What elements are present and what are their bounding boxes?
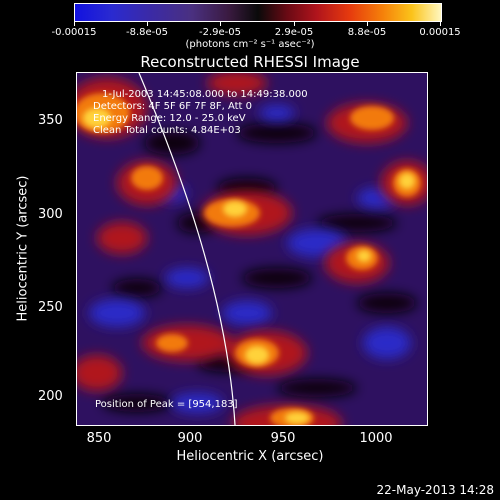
colorbar-tick-label: 2.9e-05	[274, 27, 314, 38]
colorbar-tick	[367, 21, 368, 26]
colorbar-tick	[147, 21, 148, 26]
x-tick-label: 950	[270, 431, 296, 446]
colorbar-tick-label: -0.00015	[51, 27, 97, 38]
clean-counts-annotation: Clean Total counts: 4.84E+03	[93, 125, 241, 136]
colorbar-tick-label: -2.9e-05	[199, 27, 241, 38]
rhessi-image-plot: 1-Jul-2003 14:45:08.000 to 14:49:38.000 …	[76, 72, 428, 426]
y-axis-label: Heliocentric Y (arcsec)	[15, 175, 31, 322]
colorbar-tick-label: -8.8e-05	[126, 27, 168, 38]
x-axis-label: Heliocentric X (arcsec)	[176, 449, 324, 464]
colorbar-tick	[440, 21, 441, 26]
x-tick-label: 1000	[359, 431, 393, 446]
colorbar-tick	[294, 21, 295, 26]
colorbar-tick	[220, 21, 221, 26]
x-tick-label: 850	[86, 431, 112, 446]
y-tick-label: 350	[38, 113, 63, 128]
solar-limb	[138, 73, 236, 425]
y-tick-label: 300	[38, 207, 63, 222]
colorbar-tick-label: 0.00015	[419, 27, 461, 38]
image-title: Reconstructed RHESSI Image	[140, 53, 360, 71]
y-tick-label: 250	[38, 300, 63, 315]
colorbar-units: (photons cm⁻² s⁻¹ asec⁻²)	[185, 39, 315, 50]
y-tick-label: 200	[38, 389, 63, 404]
time-range-annotation: 1-Jul-2003 14:45:08.000 to 14:49:38.000	[102, 89, 308, 100]
peak-position-annotation: Position of Peak = [954,183]	[95, 399, 238, 410]
colorbar	[74, 3, 442, 22]
energy-range-annotation: Energy Range: 12.0 - 25.0 keV	[93, 113, 246, 124]
colorbar-tick-label: 8.8e-05	[347, 27, 387, 38]
colorbar-tick	[74, 21, 75, 26]
footer-timestamp: 22-May-2013 14:28	[376, 483, 494, 497]
detectors-annotation: Detectors: 4F 5F 6F 7F 8F, Att 0	[93, 101, 253, 112]
rhessi-image-map	[77, 73, 427, 425]
x-tick-label: 900	[177, 431, 203, 446]
